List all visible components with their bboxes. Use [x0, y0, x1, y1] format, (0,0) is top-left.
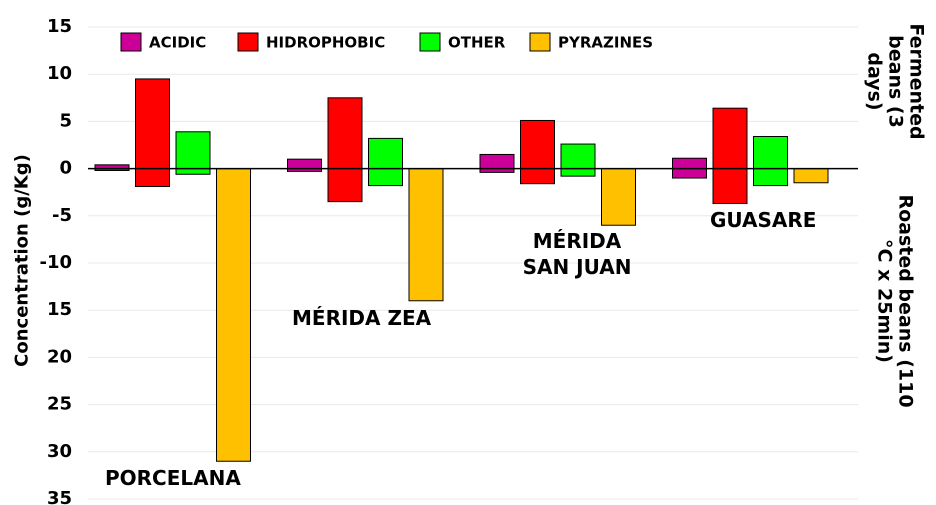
y-tick-label: 15 — [47, 16, 72, 37]
legend-label: HIDROPHOBIC — [266, 34, 385, 52]
bar — [753, 168, 788, 187]
legend-label: PYRAZINES — [558, 34, 653, 52]
bar — [560, 168, 596, 177]
bar — [560, 143, 596, 170]
y-tick-label: 20 — [47, 346, 72, 367]
bar — [135, 78, 170, 170]
bar — [135, 168, 170, 188]
y-tick-label: -10 — [39, 252, 72, 273]
bar — [672, 157, 707, 170]
legend-label: OTHER — [448, 34, 506, 52]
y-tick-label: 0 — [59, 158, 72, 179]
y-tick-label: 15 — [47, 299, 72, 320]
bar — [327, 168, 363, 203]
category-label: MÉRIDA ZEA — [292, 306, 432, 330]
bar — [712, 168, 748, 205]
bar — [368, 137, 403, 170]
bar — [327, 97, 363, 170]
y-tick-label: 10 — [47, 63, 72, 84]
y-tick-label: -5 — [52, 205, 72, 226]
bar — [793, 168, 829, 184]
legend-swatch — [120, 32, 142, 52]
category-label: PORCELANA — [105, 466, 241, 490]
category-label: MÉRIDA SAN JUAN — [522, 229, 632, 279]
y-tick-label: 30 — [47, 441, 72, 462]
y-tick-label: 25 — [47, 394, 72, 415]
legend-swatch — [237, 32, 259, 52]
bar — [216, 168, 251, 462]
bar — [520, 119, 555, 170]
legend-label: ACIDIC — [149, 34, 206, 52]
bar — [368, 168, 403, 187]
bar — [175, 168, 211, 175]
bar — [479, 153, 515, 170]
bar — [520, 168, 555, 185]
bar — [601, 168, 636, 226]
y-tick-label: 5 — [59, 110, 72, 131]
y-tick-label: 35 — [47, 488, 72, 505]
bar — [175, 131, 211, 170]
legend-swatch — [419, 32, 441, 52]
category-label: GUASARE — [710, 208, 817, 232]
bar — [712, 107, 748, 170]
legend-swatch — [529, 32, 551, 52]
y-axis-label: Concentration (g/Kg) — [11, 154, 33, 367]
upper-axis-label: Fermented beans (3 days) — [863, 23, 928, 140]
bar — [753, 136, 788, 170]
bar — [287, 158, 322, 170]
bar — [672, 168, 707, 179]
bar — [408, 168, 444, 302]
